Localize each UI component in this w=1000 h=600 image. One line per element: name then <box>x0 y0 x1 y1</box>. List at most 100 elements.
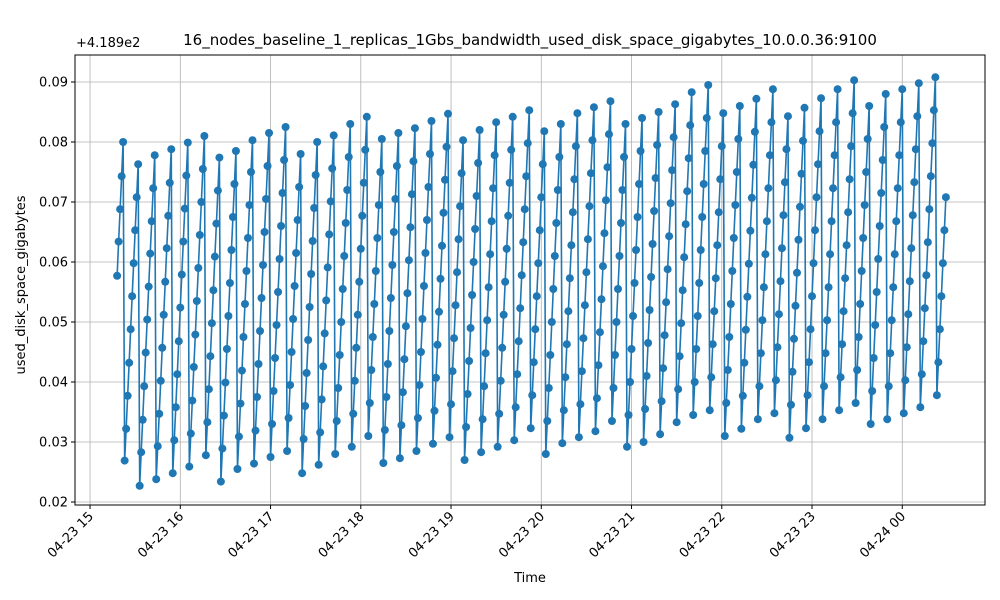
data-point <box>289 315 298 323</box>
data-point <box>457 169 466 178</box>
data-point <box>326 197 335 206</box>
data-point <box>313 138 322 146</box>
data-point <box>170 436 179 445</box>
data-point <box>892 217 901 226</box>
data-point <box>236 399 245 408</box>
data-point <box>308 237 317 245</box>
data-point <box>770 409 779 418</box>
data-point <box>227 246 236 254</box>
y-axis-label: used_disk_space_gigabytes <box>14 195 29 374</box>
data-point <box>453 268 462 277</box>
data-point <box>857 267 866 275</box>
series-line <box>116 76 947 487</box>
data-point <box>779 211 788 220</box>
data-point <box>714 208 723 217</box>
data-point <box>278 189 287 197</box>
data-point <box>356 244 365 253</box>
data-point <box>934 358 943 367</box>
data-point <box>257 294 266 302</box>
data-point <box>761 250 770 259</box>
data-point <box>516 304 525 313</box>
data-point <box>362 112 371 121</box>
data-point <box>925 205 934 214</box>
y-axis: 0.02 0.03 0.04 0.05 0.06 0.07 0.08 0.09 <box>39 76 75 511</box>
data-point <box>752 94 761 103</box>
data-point <box>158 343 167 352</box>
data-point <box>368 333 377 341</box>
data-point <box>609 384 618 392</box>
data-point <box>629 312 638 320</box>
data-point <box>480 382 489 391</box>
data-point <box>829 184 838 193</box>
data-point <box>194 264 203 272</box>
data-point <box>842 241 851 250</box>
y-tick-label: 0.03 <box>39 436 68 451</box>
data-point <box>877 189 886 197</box>
data-point <box>478 415 487 424</box>
data-point <box>811 226 820 235</box>
data-point <box>701 147 710 155</box>
data-point <box>475 126 484 134</box>
data-point <box>519 238 528 247</box>
data-point <box>186 429 195 438</box>
data-point <box>838 340 847 349</box>
data-point <box>635 180 644 188</box>
data-point <box>120 456 129 465</box>
data-point <box>898 85 907 94</box>
data-point <box>600 229 609 238</box>
data-point <box>663 265 672 274</box>
data-point <box>665 232 674 241</box>
data-point <box>788 367 797 376</box>
data-point <box>750 127 759 136</box>
data-point <box>404 256 413 265</box>
data-point <box>338 285 347 293</box>
data-point <box>409 157 418 166</box>
data-point <box>489 184 498 193</box>
data-point <box>773 343 782 352</box>
data-point <box>702 114 711 122</box>
data-point <box>325 230 334 239</box>
data-point <box>872 288 881 296</box>
data-point <box>866 420 875 428</box>
data-point <box>304 336 313 344</box>
data-point <box>410 124 419 133</box>
data-point <box>657 397 666 406</box>
data-point <box>371 267 380 275</box>
data-point <box>941 193 950 202</box>
data-point <box>782 145 791 154</box>
data-point <box>818 415 827 424</box>
data-point <box>698 213 707 221</box>
data-point <box>893 184 902 193</box>
data-point <box>932 391 941 400</box>
data-point <box>287 348 296 356</box>
data-point <box>141 348 150 357</box>
data-point <box>830 151 839 160</box>
data-point <box>610 351 619 359</box>
data-point <box>192 297 201 305</box>
data-point <box>487 217 496 226</box>
data-point <box>126 325 135 334</box>
data-point <box>756 349 765 358</box>
data-point <box>854 333 863 341</box>
data-point <box>722 399 731 407</box>
data-point <box>570 175 579 184</box>
data-point <box>916 403 925 412</box>
data-point <box>177 270 186 279</box>
data-point <box>412 447 421 455</box>
data-point <box>231 147 240 155</box>
data-point <box>669 133 678 142</box>
data-point <box>659 364 668 373</box>
data-point <box>201 451 210 460</box>
data-point <box>253 393 261 401</box>
data-point <box>207 319 216 328</box>
data-point <box>237 366 246 375</box>
data-point <box>851 399 860 407</box>
data-point <box>911 145 920 154</box>
data-point <box>243 234 252 242</box>
data-point <box>454 235 463 244</box>
data-point <box>564 307 573 316</box>
data-point <box>442 142 451 151</box>
data-point <box>650 207 659 215</box>
data-point <box>116 205 125 214</box>
data-point <box>221 378 230 387</box>
